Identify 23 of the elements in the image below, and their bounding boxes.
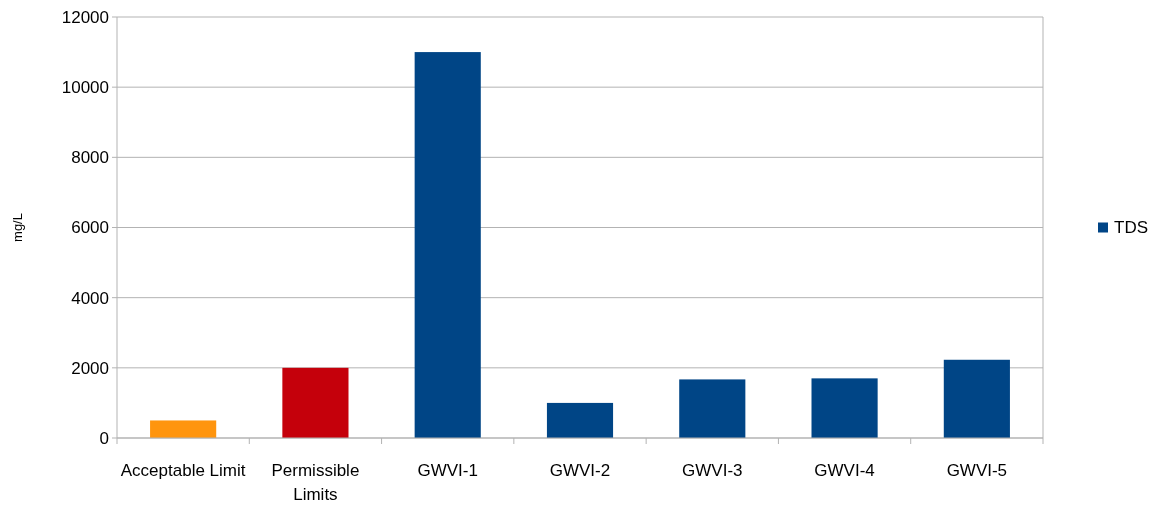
bar [811, 378, 878, 438]
bar [414, 52, 481, 438]
x-tick-label: GWVI-2 [549, 461, 611, 480]
bar [679, 379, 746, 438]
bar [546, 402, 614, 438]
x-tick-label: GWVI-5 [946, 461, 1008, 480]
y-tick-label: 4000 [71, 288, 109, 308]
x-tick-label: Permissible Limits [271, 461, 360, 504]
y-tick-label: 12000 [61, 7, 109, 27]
x-tick-label: Acceptable Limit [120, 461, 246, 480]
y-tick-label: 2000 [71, 358, 109, 378]
bar [150, 420, 217, 438]
y-axis-title: mg/L [10, 213, 25, 242]
y-tick-label: 10000 [61, 78, 109, 98]
x-tick-label: GWVI-4 [814, 461, 875, 480]
bar [282, 367, 349, 438]
x-tick-label: GWVI-1 [417, 461, 478, 480]
y-tick-label: 6000 [71, 218, 109, 238]
y-tick-label: 8000 [71, 148, 109, 168]
legend-label: TDS [1114, 218, 1148, 238]
bar [943, 359, 1010, 438]
y-tick-label: 0 [99, 428, 109, 448]
x-tick-label: GWVI-3 [682, 461, 743, 480]
